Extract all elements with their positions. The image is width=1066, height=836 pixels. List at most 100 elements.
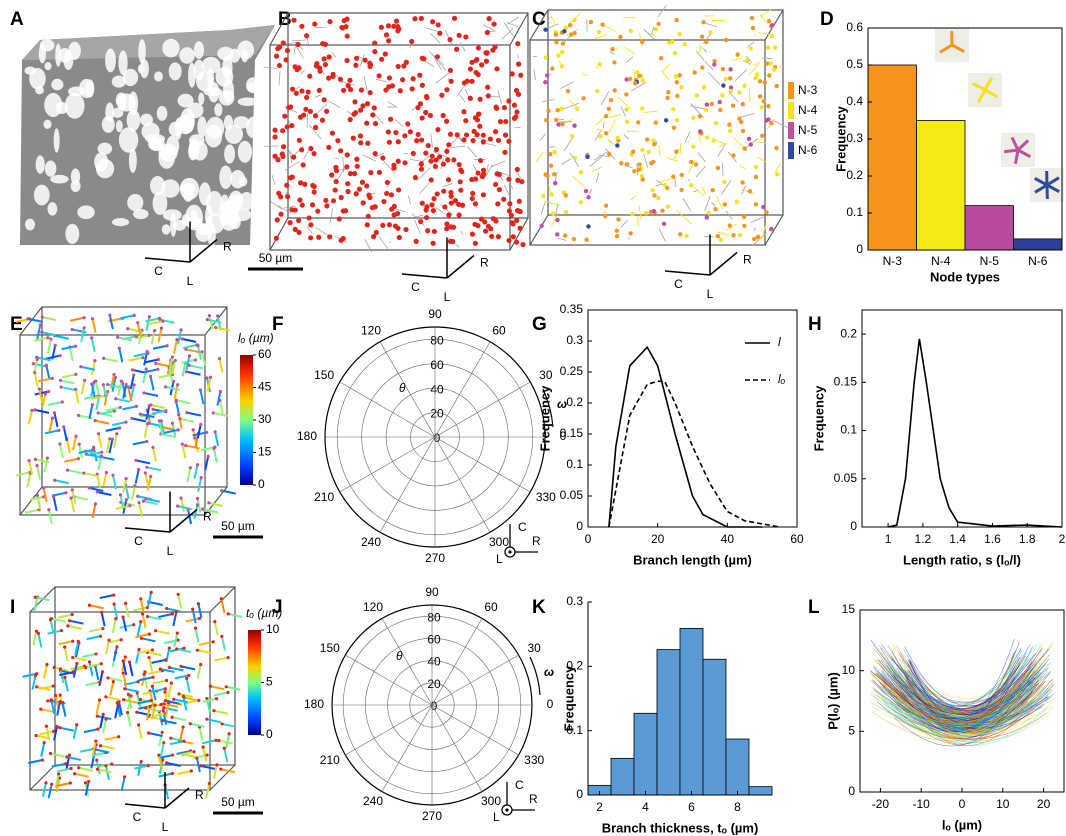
branch [172,717,186,720]
node [60,629,63,632]
branch [67,439,70,453]
branch [690,106,705,109]
branch [560,82,573,89]
node [54,694,57,697]
node [379,25,384,30]
x-tick-label: N-4 [931,254,951,268]
node [78,443,81,446]
node [302,182,307,187]
node [171,422,174,425]
y-tick-label: 0.05 [560,488,584,502]
branch [224,748,227,762]
node [514,240,519,245]
node [291,155,296,160]
node [556,108,560,112]
node [218,399,221,402]
branch [141,638,155,641]
node [132,373,135,376]
node [318,69,323,74]
colorbar-tick-label: 0 [266,727,273,741]
node [148,705,151,708]
theta-label: θ [399,381,406,395]
node [301,112,306,117]
node [637,74,641,78]
node [398,88,403,93]
node [464,132,469,137]
node [280,154,285,159]
node [402,133,407,138]
node [59,354,62,357]
node [335,138,340,143]
branch [219,741,233,744]
branch [74,497,88,500]
node [664,118,668,122]
branch [50,620,53,634]
branch [113,619,116,633]
node [293,64,298,69]
branch [64,459,78,462]
branch [534,69,536,80]
angle-tick-label: 240 [363,794,383,808]
node [573,156,577,160]
x-tick-label: -10 [913,797,931,811]
node [308,235,313,240]
node [435,54,440,59]
node [165,607,168,610]
branch [214,693,228,696]
node [358,140,363,145]
node [716,234,720,238]
x-tick-label: -20 [872,797,890,811]
node [514,218,519,223]
branch [270,201,282,209]
node [446,177,451,182]
branch [152,686,155,700]
node [365,141,370,146]
branch [656,184,662,186]
branch [754,142,766,144]
node [713,207,717,211]
angle-tick-label: 240 [361,535,381,549]
node [104,695,107,698]
node [755,72,759,76]
branch [38,378,52,381]
node [470,138,475,143]
node [122,698,125,701]
node [509,220,514,225]
node [404,60,409,65]
branch [639,206,641,219]
node [507,201,512,206]
node [171,716,174,719]
node [455,132,460,137]
node [35,685,38,688]
node [656,22,660,26]
node [312,189,317,194]
node [451,225,456,230]
node [148,633,151,636]
node [396,64,401,69]
pore [194,41,204,59]
branch [170,741,184,744]
node [714,121,718,125]
node [549,164,553,168]
node [283,57,288,62]
branch [65,677,68,691]
node [136,495,139,498]
node [161,719,164,722]
node [212,411,215,414]
branch [732,58,743,60]
node [564,210,568,214]
angle-tick-label: 150 [314,368,334,382]
node [572,31,576,35]
branch [32,676,35,690]
branch [97,716,111,719]
branch [675,178,676,187]
node [413,175,418,180]
x-tick-label: 60 [790,532,804,546]
x-axis-label: Node types [930,269,1000,284]
branch [597,129,604,130]
node [390,83,395,88]
y-axis-label: Frequency [833,105,848,172]
branch [37,466,40,480]
node [96,728,99,731]
branch [164,430,178,433]
